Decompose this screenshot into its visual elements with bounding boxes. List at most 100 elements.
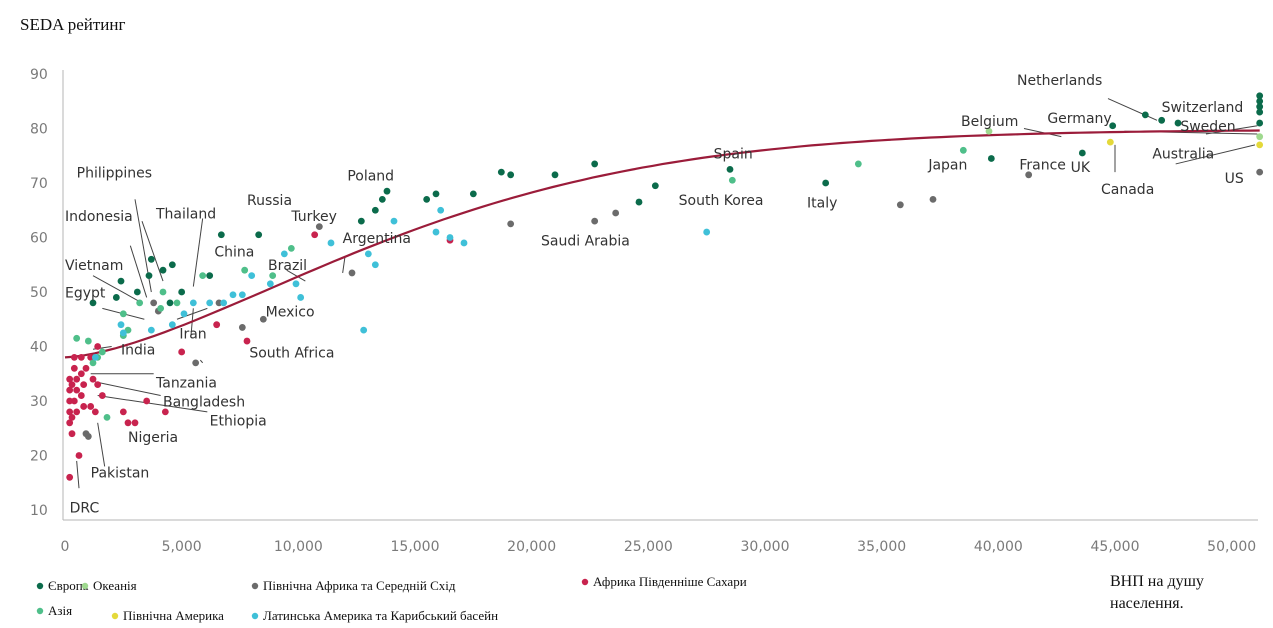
data-point-ssa [70,397,78,405]
annotation-label: Brazil [268,258,307,274]
data-point-latam [206,299,214,307]
x-tick-label: 10,000 [274,539,323,555]
annotation-label: Netherlands [1017,73,1102,89]
data-point-mena [150,299,158,307]
data-point-asia [136,299,144,307]
annotation-label: Vietnam [65,258,123,274]
data-point-latam [238,291,246,299]
annotation-label: South Africa [249,345,334,361]
data-point-ssa [161,408,169,416]
annotation-label: Germany [1047,111,1111,127]
data-point-asia [173,299,181,307]
data-point-latam [297,294,305,301]
data-point-ssa [66,473,74,481]
y-tick-label: 50 [30,285,48,301]
data-point-europe [822,179,830,187]
data-point-latam [360,326,368,334]
leader-line [141,220,164,282]
y-tick-label: 40 [30,340,48,356]
legend-label-oceania: Океанія [93,578,137,593]
data-point-ssa [70,354,78,361]
annotation-label: Indonesia [65,209,133,225]
annotation-leader-lines [76,98,1258,489]
leader-line [342,256,346,273]
annotation-label: Argentina [343,231,411,247]
annotation-label: Philippines [77,166,152,182]
data-point-mena [929,195,937,203]
x-tick-label: 35,000 [857,539,906,555]
data-point-europe [383,187,391,195]
x-tick-label: 15,000 [391,539,440,555]
data-point-europe [987,155,995,162]
data-point-europe [507,171,515,179]
legend-label-namerica: Північна Америка [123,608,224,623]
data-point-oceania [1256,133,1264,141]
leader-line [199,359,204,364]
data-point-ssa [77,370,85,378]
annotation-label: Belgium [961,114,1018,130]
x-tick-label: 45,000 [1091,539,1140,555]
data-point-latam [292,280,300,288]
data-point-ssa [87,354,95,361]
data-point-asia [157,304,165,312]
leader-line [1175,144,1256,165]
data-point-ssa [124,419,132,427]
y-tick-label: 80 [30,122,48,138]
annotation-label: Thailand [155,206,216,222]
legend-marker-ssa [581,578,589,586]
data-point-ssa [77,392,85,399]
legend-marker-namerica [111,612,119,620]
data-point-europe [1141,111,1149,119]
leader-line [176,307,208,320]
data-point-mena [1025,171,1033,179]
annotation-label: South Korea [679,193,764,209]
x-tick-label: 5,000 [162,539,202,555]
annotation-label: Pakistan [91,465,150,481]
data-point-ssa [66,397,74,405]
data-point-latam [280,250,288,258]
data-point-latam [437,206,445,214]
annotation-label: Egypt [65,285,106,301]
annotation-label: Switzerland [1162,100,1244,116]
data-point-ssa [66,375,74,383]
legend: Європа Океанія Північна Африка та Середній… [36,574,747,623]
data-point-ssa [98,392,106,399]
y-tick-label: 70 [30,176,48,192]
data-point-ssa [73,408,81,416]
data-point-asia [269,272,277,280]
data-point-latam [327,239,335,247]
data-point-europe [168,261,176,269]
data-point-latam [266,280,274,288]
x-tick-label: 20,000 [507,539,556,555]
data-point-latam [117,321,125,329]
data-point-europe [1256,97,1264,105]
data-point-ssa [87,403,95,410]
data-point-mena [507,220,515,228]
data-point-latam [703,228,711,236]
data-point-ssa [213,321,221,329]
leader-line [76,460,80,489]
data-point-latam [91,354,99,361]
legend-label-asia: Азія [48,603,72,618]
data-points [66,92,1264,481]
data-point-europe [551,171,559,179]
data-point-ssa [66,408,74,416]
data-point-asia [854,160,862,168]
y-tick-label: 90 [30,67,48,83]
data-point-latam [432,228,440,236]
data-point-europe [133,288,141,296]
data-point-europe [255,231,263,239]
data-point-europe [1256,108,1264,116]
data-point-ssa [94,381,102,389]
data-point-ssa [243,337,251,345]
x-axis-title-line2: населення. [1110,595,1184,612]
leader-line [192,218,204,287]
annotation-label: Japan [927,157,967,173]
trend-line [64,129,1260,359]
annotation-label: Mexico [266,305,315,321]
data-point-latam [147,326,155,334]
legend-label-latam: Латинська Америка та Карибський басейн [263,608,498,623]
data-point-latam [364,250,372,258]
data-point-asia [84,337,92,345]
annotation-label: Poland [347,168,394,184]
